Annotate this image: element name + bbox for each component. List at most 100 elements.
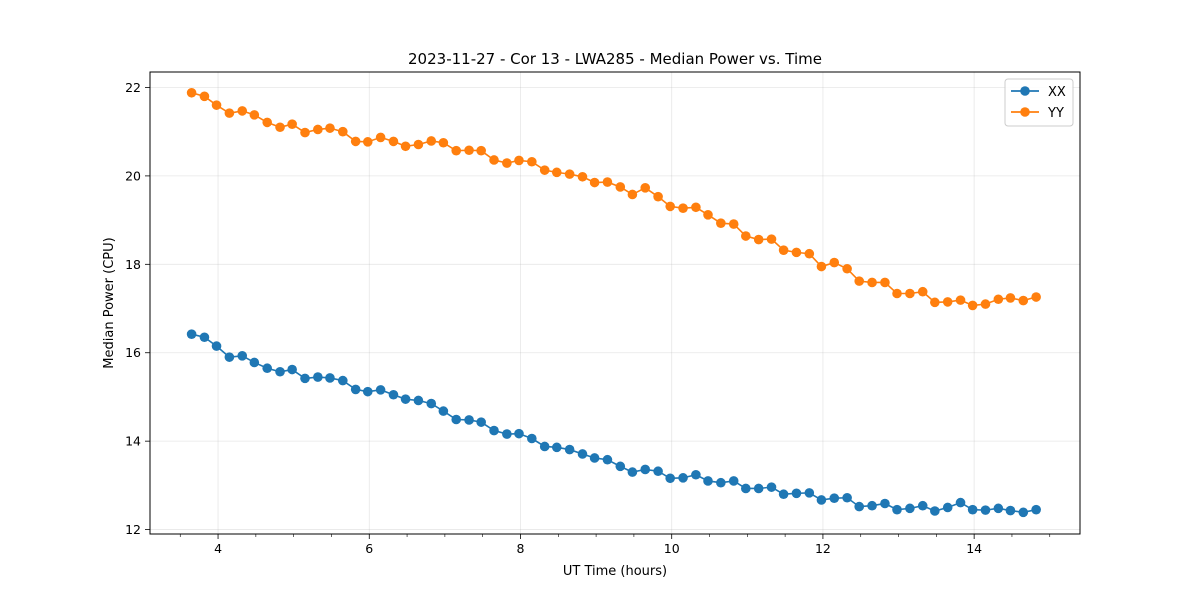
data-point-yy [778, 245, 789, 255]
chart-title: 2023-11-27 - Cor 13 - LWA285 - Median Po… [408, 50, 822, 68]
data-point-xx [300, 373, 310, 384]
data-point-yy [753, 234, 764, 245]
data-point-xx [1031, 504, 1041, 515]
data-point-xx [375, 385, 386, 395]
data-point-xx [842, 492, 852, 503]
data-point-yy [766, 234, 777, 244]
data-point-xx [716, 477, 726, 488]
data-point-yy [451, 145, 462, 156]
data-point-xx [249, 357, 260, 368]
y-tick-label: 18 [125, 257, 141, 272]
data-point-xx [728, 476, 739, 486]
y-tick-label: 20 [125, 168, 141, 183]
data-point-yy [211, 100, 222, 110]
x-axis-label: UT Time (hours) [563, 564, 667, 579]
data-point-xx [602, 454, 613, 465]
data-point-xx [930, 506, 940, 516]
data-point-yy [514, 155, 524, 166]
data-point-xx [905, 503, 915, 514]
data-point-yy [653, 191, 663, 202]
data-point-xx [438, 406, 449, 416]
data-point-yy [589, 177, 600, 188]
data-point-xx [653, 466, 663, 477]
data-point-yy [741, 231, 751, 241]
data-point-xx [211, 341, 222, 351]
data-point-yy [237, 106, 248, 116]
data-point-yy [489, 155, 499, 165]
data-point-yy [930, 297, 940, 308]
data-point-xx [287, 364, 297, 375]
data-point-yy [728, 219, 739, 229]
x-tick-label: 12 [815, 541, 831, 556]
data-point-yy [1005, 293, 1016, 303]
data-point-xx [413, 395, 424, 406]
data-point-xx [577, 449, 588, 459]
data-point-xx [967, 504, 978, 515]
data-point-yy [388, 136, 399, 147]
data-point-xx [589, 453, 600, 463]
data-point-xx [678, 473, 688, 483]
data-point-xx [753, 483, 764, 494]
data-point-xx [816, 495, 827, 505]
x-tick-label: 6 [365, 541, 373, 556]
data-point-xx [325, 373, 335, 383]
data-point-yy [615, 182, 626, 192]
data-point-xx [867, 500, 877, 511]
data-point-xx [451, 414, 462, 425]
data-point-xx [804, 488, 815, 498]
data-point-xx [275, 366, 285, 377]
data-point-yy [640, 183, 651, 193]
x-tick-label: 8 [517, 541, 525, 556]
data-point-xx [400, 394, 411, 404]
data-point-yy [627, 189, 638, 200]
data-point-yy [375, 132, 386, 143]
data-point-xx [476, 417, 486, 427]
data-point-yy [905, 288, 915, 299]
data-point-yy [678, 203, 688, 213]
data-point-xx [829, 493, 840, 503]
data-point-yy [854, 276, 865, 286]
data-point-xx [892, 504, 902, 515]
y-tick-label: 16 [125, 345, 141, 360]
data-point-xx [615, 461, 626, 472]
data-point-yy [502, 158, 512, 168]
data-point-yy [476, 145, 486, 156]
data-point-xx [350, 384, 361, 395]
data-point-yy [602, 177, 613, 187]
data-point-xx [955, 497, 966, 508]
data-point-yy [816, 261, 827, 272]
data-point-yy [867, 277, 877, 288]
data-point-yy [691, 202, 701, 213]
data-point-yy [564, 169, 575, 179]
legend-marker-yy [1020, 107, 1030, 117]
data-point-xx [880, 498, 890, 509]
data-point-xx [778, 489, 789, 500]
data-point-yy [880, 277, 890, 288]
data-point-yy [338, 126, 348, 137]
data-point-yy [917, 286, 928, 297]
data-point-xx [665, 473, 675, 484]
data-point-yy [1018, 295, 1029, 306]
data-point-xx [426, 398, 437, 409]
data-point-xx [917, 500, 928, 511]
data-point-yy [413, 139, 424, 150]
data-point-yy [551, 167, 562, 178]
data-point-yy [791, 247, 802, 258]
x-tick-label: 14 [966, 541, 982, 556]
data-point-yy [577, 171, 588, 182]
data-point-yy [275, 122, 285, 133]
data-point-yy [716, 218, 726, 228]
data-point-yy [942, 297, 953, 307]
data-point-xx [313, 372, 323, 382]
data-point-xx [1005, 505, 1016, 516]
data-point-yy [400, 141, 411, 152]
data-point-yy [1031, 292, 1041, 302]
data-point-xx [993, 503, 1004, 514]
data-point-yy [955, 295, 966, 305]
data-point-xx [640, 464, 651, 475]
data-point-xx [224, 352, 235, 362]
plot-series [186, 87, 1041, 518]
data-point-yy [539, 165, 550, 175]
data-point-yy [262, 117, 273, 128]
data-point-xx [942, 502, 953, 513]
